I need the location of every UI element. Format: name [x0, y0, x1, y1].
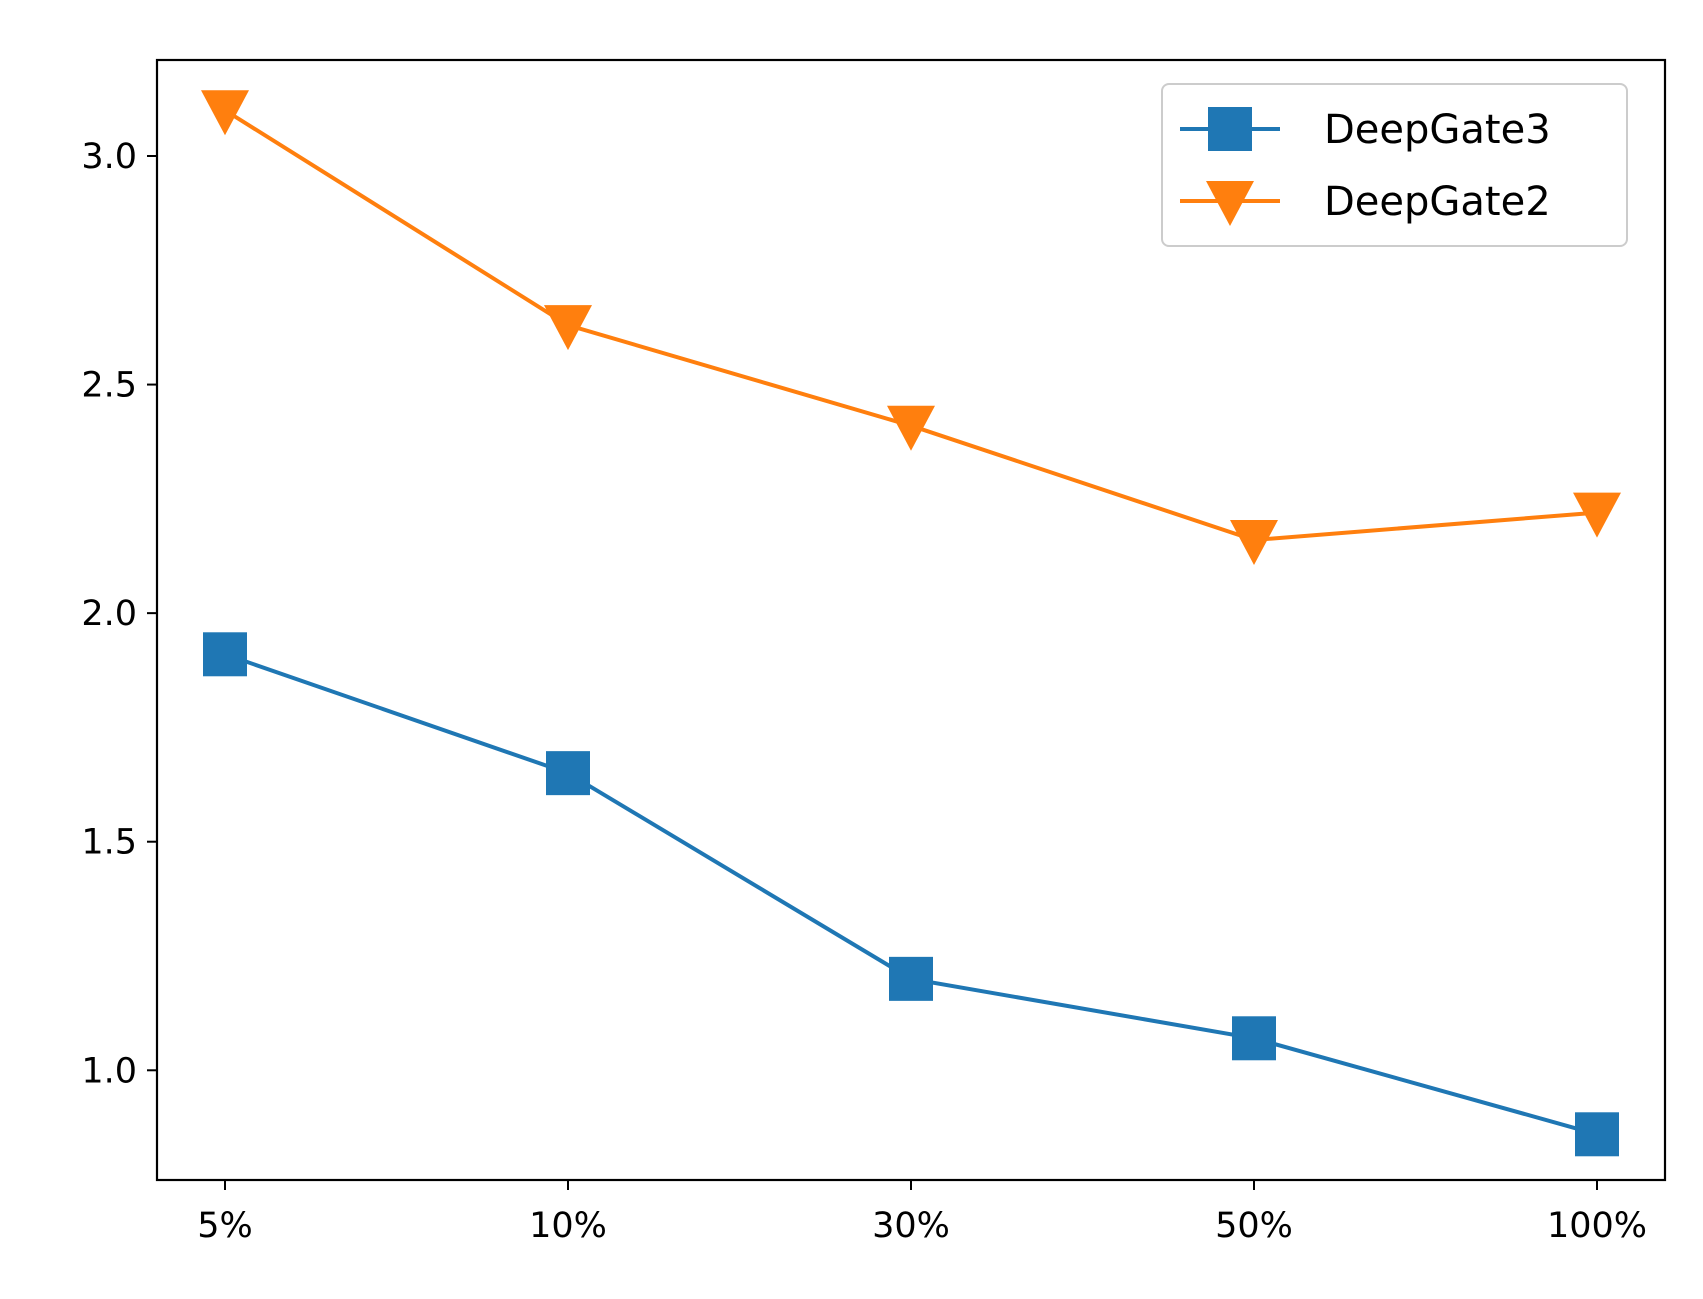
legend-label-deepgate2: DeepGate2	[1324, 179, 1551, 225]
data-point-deepgate2	[201, 90, 249, 136]
y-tick-label: 1.0	[81, 1051, 137, 1091]
data-point-deepgate3	[203, 632, 247, 677]
y-tick-label: 2.5	[81, 366, 137, 406]
y-tick-label: 1.5	[81, 823, 137, 863]
data-point-deepgate2	[1573, 492, 1621, 538]
data-point-deepgate3	[1232, 1016, 1276, 1061]
data-point-deepgate3	[889, 956, 933, 1001]
legend: DeepGate3 DeepGate2	[1161, 83, 1628, 247]
x-tick-label: 5%	[197, 1206, 253, 1246]
legend-box	[1161, 83, 1628, 247]
legend-marker-deepgate3	[1208, 107, 1252, 151]
axes: 5% 10% 30% 50% 100% 1.0 1.5 2.0 2.5 3.0	[81, 137, 1647, 1246]
legend-marker-deepgate2	[1206, 181, 1254, 226]
x-tick-label: 30%	[872, 1206, 950, 1246]
x-tick-label: 50%	[1215, 1206, 1293, 1246]
data-point-deepgate3	[546, 751, 590, 796]
x-tick-label: 10%	[529, 1206, 607, 1246]
y-tick-label: 2.0	[81, 594, 137, 634]
legend-label-deepgate3: DeepGate3	[1324, 107, 1551, 153]
plot-area	[201, 90, 1621, 1157]
y-tick-label: 3.0	[81, 137, 137, 177]
data-point-deepgate2	[544, 305, 592, 351]
data-point-deepgate2	[1230, 520, 1278, 565]
data-point-deepgate2	[887, 405, 935, 451]
data-point-deepgate3	[1575, 1112, 1619, 1157]
x-tick-label: 100%	[1547, 1206, 1647, 1246]
